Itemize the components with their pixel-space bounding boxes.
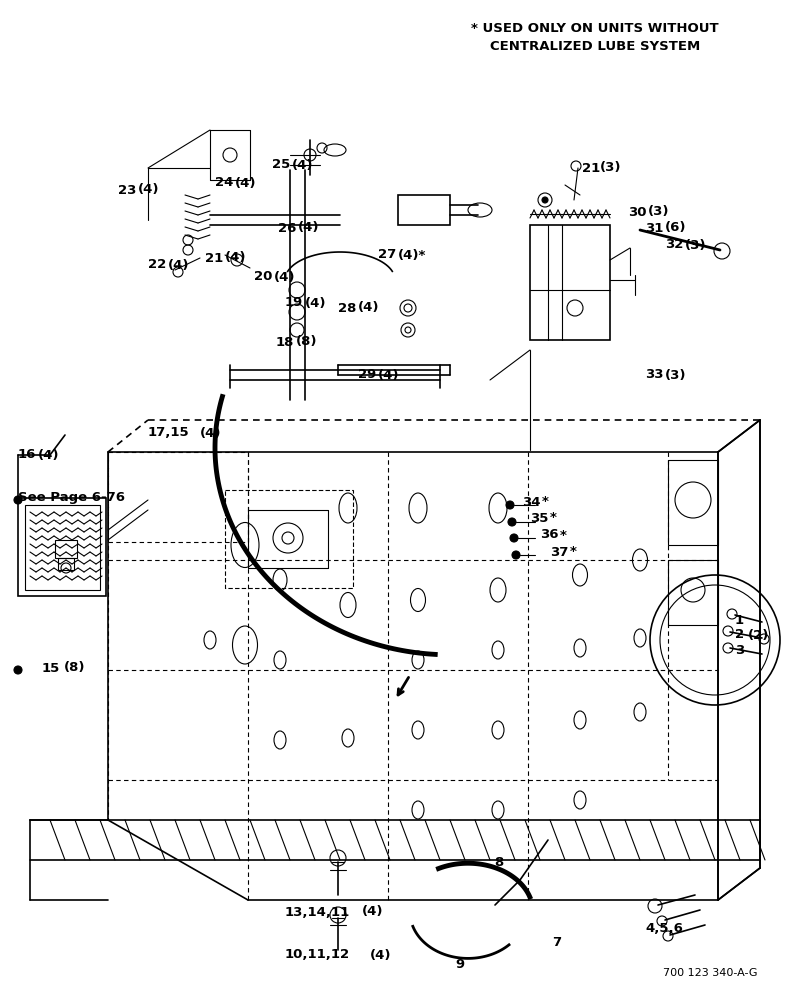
- Circle shape: [510, 534, 518, 542]
- Text: 13,14,11: 13,14,11: [285, 906, 350, 918]
- Text: (4): (4): [274, 270, 296, 284]
- Text: (3): (3): [600, 161, 622, 174]
- Text: *: *: [550, 512, 557, 524]
- Text: (8): (8): [64, 662, 86, 674]
- Text: (4): (4): [362, 906, 384, 918]
- Circle shape: [542, 197, 548, 203]
- Text: 29: 29: [358, 368, 376, 381]
- Text: 10,11,12: 10,11,12: [285, 948, 350, 962]
- Text: 16: 16: [18, 448, 36, 462]
- Text: (3): (3): [648, 206, 670, 219]
- Text: (4): (4): [292, 158, 314, 172]
- Text: 34: 34: [522, 495, 541, 508]
- Text: 27: 27: [378, 248, 396, 261]
- Text: CENTRALIZED LUBE SYSTEM: CENTRALIZED LUBE SYSTEM: [490, 40, 700, 53]
- Text: (4): (4): [225, 251, 247, 264]
- Bar: [18, 498, 106, 596]
- Text: 7: 7: [552, 936, 561, 950]
- Bar: [225, 490, 353, 588]
- Text: 33: 33: [645, 368, 663, 381]
- Text: (3): (3): [685, 238, 707, 251]
- Circle shape: [14, 496, 22, 504]
- Text: 18: 18: [276, 336, 295, 349]
- Text: 2: 2: [735, 629, 744, 642]
- Text: 35: 35: [530, 512, 548, 524]
- Circle shape: [14, 666, 22, 674]
- Text: 21: 21: [582, 161, 600, 174]
- Text: (8): (8): [296, 336, 318, 349]
- Text: (4): (4): [38, 448, 60, 462]
- Text: (3): (3): [665, 368, 686, 381]
- Text: 32: 32: [665, 238, 683, 251]
- Text: 22: 22: [148, 258, 166, 271]
- Text: (4): (4): [200, 426, 221, 440]
- Text: (4): (4): [138, 184, 159, 196]
- Text: 31: 31: [645, 222, 663, 234]
- Text: *: *: [560, 528, 567, 542]
- Bar: [58, 558, 74, 570]
- Text: See Page 6-76: See Page 6-76: [18, 491, 125, 504]
- Circle shape: [508, 518, 516, 526]
- Bar: [668, 560, 718, 625]
- Text: 8: 8: [494, 856, 504, 868]
- Bar: [398, 195, 450, 225]
- Text: (2): (2): [748, 629, 769, 642]
- Text: 700 123 340-A-G: 700 123 340-A-G: [663, 968, 757, 978]
- Text: 28: 28: [338, 302, 356, 314]
- Text: (4): (4): [370, 948, 392, 962]
- Text: *: *: [542, 495, 549, 508]
- Text: 17,15: 17,15: [148, 426, 190, 440]
- Text: 25: 25: [272, 158, 290, 172]
- Text: 30: 30: [628, 206, 646, 219]
- Bar: [108, 452, 248, 542]
- Text: 24: 24: [215, 176, 233, 190]
- Text: 26: 26: [278, 222, 296, 234]
- Text: 36: 36: [540, 528, 559, 542]
- Circle shape: [512, 551, 520, 559]
- Circle shape: [506, 501, 514, 509]
- Text: (4)*: (4)*: [398, 248, 426, 261]
- Text: (6): (6): [665, 222, 686, 234]
- Text: 1: 1: [735, 613, 744, 626]
- Text: (4): (4): [168, 258, 189, 271]
- Text: 9: 9: [455, 958, 464, 972]
- Text: (4): (4): [298, 222, 319, 234]
- Text: 37: 37: [550, 546, 568, 558]
- Text: 21: 21: [205, 251, 223, 264]
- Text: *: *: [570, 546, 577, 558]
- Text: (4): (4): [378, 368, 400, 381]
- Text: 15: 15: [42, 662, 60, 674]
- Text: 4,5,6: 4,5,6: [645, 922, 683, 934]
- Text: (4): (4): [235, 176, 257, 190]
- Text: * USED ONLY ON UNITS WITHOUT: * USED ONLY ON UNITS WITHOUT: [471, 22, 719, 35]
- Text: 23: 23: [118, 184, 136, 196]
- Bar: [668, 460, 718, 545]
- Text: (4): (4): [358, 302, 380, 314]
- Bar: [530, 225, 610, 340]
- Text: (4): (4): [305, 296, 326, 310]
- Bar: [55, 540, 77, 558]
- Text: 3: 3: [735, 644, 744, 656]
- Bar: [25, 505, 100, 590]
- Text: 19: 19: [285, 296, 303, 310]
- Text: 20: 20: [254, 270, 273, 284]
